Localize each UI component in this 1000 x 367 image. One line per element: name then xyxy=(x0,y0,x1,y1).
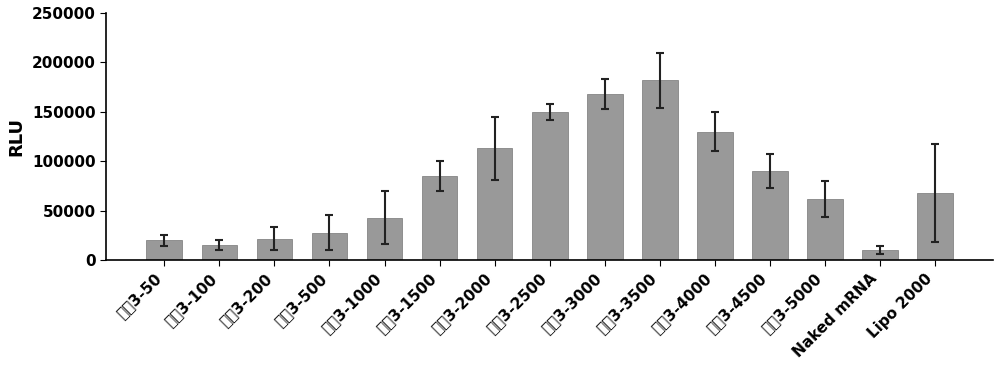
Bar xyxy=(642,80,678,260)
Bar xyxy=(312,233,347,260)
Bar xyxy=(917,193,953,260)
Bar xyxy=(367,218,402,260)
Bar xyxy=(422,176,457,260)
Bar xyxy=(807,199,843,260)
Bar xyxy=(257,239,292,260)
Bar xyxy=(752,171,788,260)
Bar xyxy=(202,246,237,260)
Bar xyxy=(146,240,182,260)
Bar xyxy=(532,112,568,260)
Bar xyxy=(587,94,623,260)
Bar xyxy=(697,132,733,260)
Bar xyxy=(477,149,512,260)
Bar xyxy=(862,250,898,260)
Y-axis label: RLU: RLU xyxy=(7,117,25,156)
